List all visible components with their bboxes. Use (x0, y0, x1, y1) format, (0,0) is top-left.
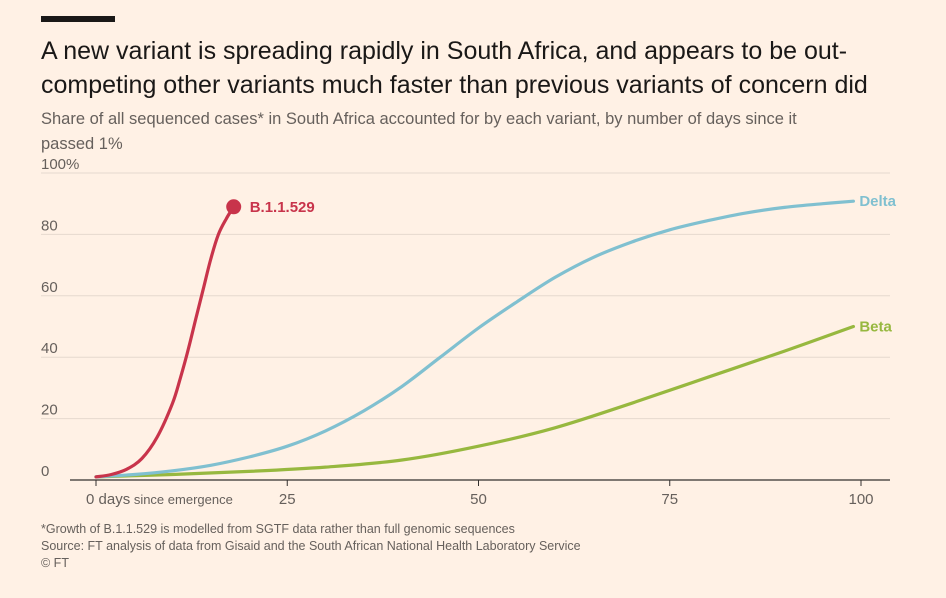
y-tick-label-80: 80 (41, 217, 58, 234)
chart-subtitle: Share of all sequenced cases* in South A… (41, 110, 797, 153)
y-axis: 0 20 40 60 80 100% (41, 156, 79, 480)
series-line-b-1-1-529 (94, 205, 236, 479)
x-tick-label-0: 0 days since emergence (86, 491, 233, 508)
y-tick-label-100: 100% (41, 156, 79, 173)
source-note: Source: FT analysis of data from Gisaid … (41, 539, 581, 553)
series-line-beta (94, 324, 855, 479)
chart-title: A new variant is spreading rapidly in So… (41, 37, 868, 99)
series-label-beta: Beta (859, 319, 892, 336)
series-marker-b-1-1-529 (226, 199, 242, 215)
y-tick-label-20: 20 (41, 402, 58, 419)
series-labels: Beta Delta B.1.1.529 (250, 193, 897, 335)
grid-lines (41, 172, 890, 420)
x-tick-label-25: 25 (279, 491, 296, 508)
x-tick-suffix: since emergence (130, 492, 233, 507)
series-lines (94, 199, 855, 479)
y-tick-label-0: 0 (41, 463, 49, 480)
x-tick-label-50: 50 (470, 491, 487, 508)
x-axis: 0 days since emergence 25 50 75 100 (70, 479, 890, 508)
credit: © FT (41, 556, 69, 570)
chart-footer: *Growth of B.1.1.529 is modelled from SG… (41, 521, 921, 572)
series-line-delta (94, 199, 855, 479)
y-tick-label-40: 40 (41, 340, 58, 357)
footnote: *Growth of B.1.1.529 is modelled from SG… (41, 522, 515, 536)
ft-top-bar (41, 16, 115, 22)
y-tick-label-60: 60 (41, 279, 58, 296)
x-tick-label-100: 100 (848, 491, 873, 508)
x-tick-label-75: 75 (661, 491, 678, 508)
series-label-b-1-1-529: B.1.1.529 (250, 199, 315, 216)
series-label-delta: Delta (859, 193, 896, 210)
